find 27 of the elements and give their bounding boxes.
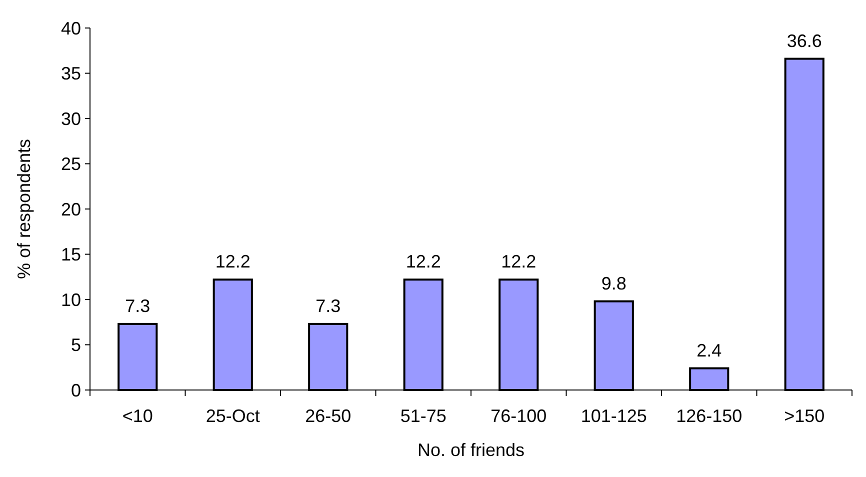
data-label: 12.2 xyxy=(501,252,536,272)
data-label: 12.2 xyxy=(215,252,250,272)
y-tick-label: 0 xyxy=(70,380,81,400)
x-tick-label: <10 xyxy=(122,406,153,426)
data-label: 7.3 xyxy=(125,296,150,316)
x-tick-label: 76-100 xyxy=(490,406,547,426)
y-tick-label: 20 xyxy=(60,199,81,220)
y-tick-label: 40 xyxy=(60,18,81,38)
y-tick-label: 25 xyxy=(60,154,81,174)
data-label: 7.3 xyxy=(316,296,341,316)
y-tick-label: 15 xyxy=(60,244,81,265)
y-tick-label: 5 xyxy=(70,335,81,356)
x-tick-label: 25-Oct xyxy=(206,406,260,426)
x-tick-label: 101-125 xyxy=(580,406,647,426)
y-tick-label: 10 xyxy=(60,290,81,310)
data-label: 36.6 xyxy=(786,30,822,51)
x-axis-title: No. of friends xyxy=(417,440,525,460)
y-tick-label: 30 xyxy=(60,108,81,129)
x-tick-label: >150 xyxy=(784,406,825,426)
x-tick-label: 126-150 xyxy=(676,406,742,426)
y-axis-title: % of respondents xyxy=(14,138,34,280)
data-label: 9.8 xyxy=(601,273,626,294)
x-tick-label: 51-75 xyxy=(400,406,446,426)
x-tick-label: 26-50 xyxy=(305,406,352,426)
data-label: 2.4 xyxy=(696,340,722,360)
y-tick-label: 35 xyxy=(60,64,81,84)
data-label: 12.2 xyxy=(406,252,441,272)
